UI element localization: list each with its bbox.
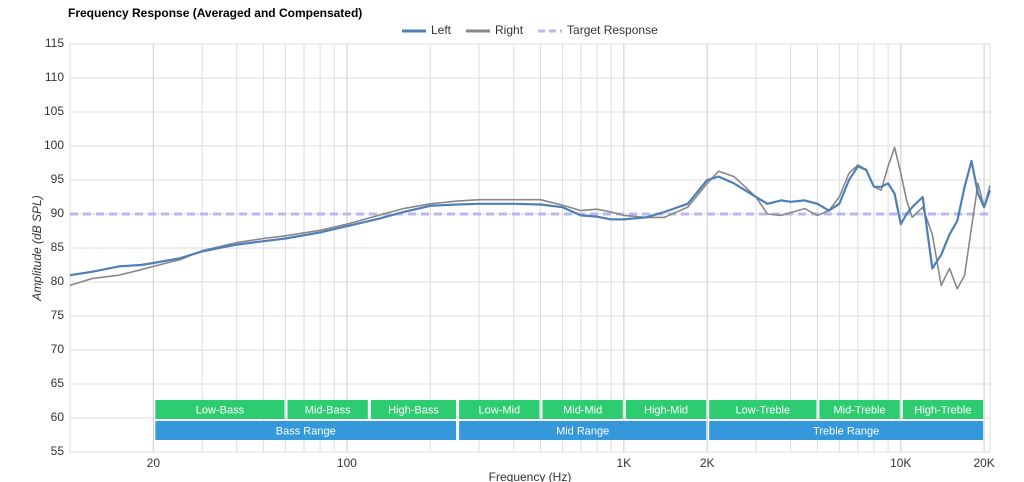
series-line [69,146,991,290]
band: Mid-Bass [287,400,368,419]
band-label: Bass Range [276,425,336,437]
band-label: Low-Bass [196,404,245,416]
band: High-Bass [370,400,457,419]
y-tick-label: 95 [51,172,65,186]
band-label: Mid-Bass [305,404,351,416]
chart-title: Frequency Response (Averaged and Compens… [68,6,362,20]
y-tick-label: 60 [51,410,65,424]
x-tick-label: 10K [890,456,911,470]
y-tick-label: 80 [51,274,65,288]
band-label: Mid-Mid [563,404,602,416]
series-line [69,159,992,277]
band-rect [155,400,285,419]
y-tick-label: 55 [51,444,65,458]
y-tick-label: 75 [51,308,65,322]
band: High-Treble [902,400,984,419]
band: Mid-Mid [542,400,623,419]
band-rect [155,421,457,440]
band-rect [459,400,540,419]
x-tick-label: 100 [337,456,357,470]
band-rect [709,421,984,440]
band: High-Mid [625,400,707,419]
band: Low-Treble [709,400,817,419]
band: Mid-Treble [819,400,900,419]
band-rect [459,421,707,440]
band: Low-Mid [459,400,540,419]
y-tick-label: 65 [51,376,65,390]
y-tick-label: 115 [45,36,64,50]
y-tick-label: 70 [51,342,65,356]
x-axis-label: Frequency (Hz) [489,470,572,482]
band-label: High-Bass [388,404,439,416]
band-rect [287,400,368,419]
x-tick-label: 20 [147,456,161,470]
band-rect [542,400,623,419]
band-label: High-Treble [914,404,971,416]
y-tick-label: 90 [51,206,65,220]
band-rect [819,400,900,419]
x-tick-label: 1K [617,456,632,470]
band: Bass Range [155,421,457,440]
band: Treble Range [709,421,984,440]
band-rect [902,400,984,419]
legend-label: Left [431,23,452,37]
legend-label: Target Response [567,23,658,37]
y-tick-label: 85 [51,240,65,254]
y-tick-label: 110 [45,70,64,84]
band-label: Low-Treble [735,404,790,416]
band-label: Low-Mid [479,404,521,416]
band-rect [625,400,707,419]
band-rect [709,400,817,419]
band-rect [370,400,457,419]
band: Low-Bass [155,400,285,419]
legend-label: Right [495,23,524,37]
band-label: High-Mid [644,404,688,416]
y-axis-label: Amplitude (dB SPL) [30,195,44,301]
x-tick-label: 2K [700,456,715,470]
band: Mid Range [459,421,707,440]
band-label: Mid-Treble [834,404,886,416]
band-label: Treble Range [813,425,879,437]
x-tick-label: 20K [973,456,994,470]
y-tick-label: 105 [44,104,64,118]
y-tick-label: 100 [44,138,64,152]
band-label: Mid Range [556,425,609,437]
